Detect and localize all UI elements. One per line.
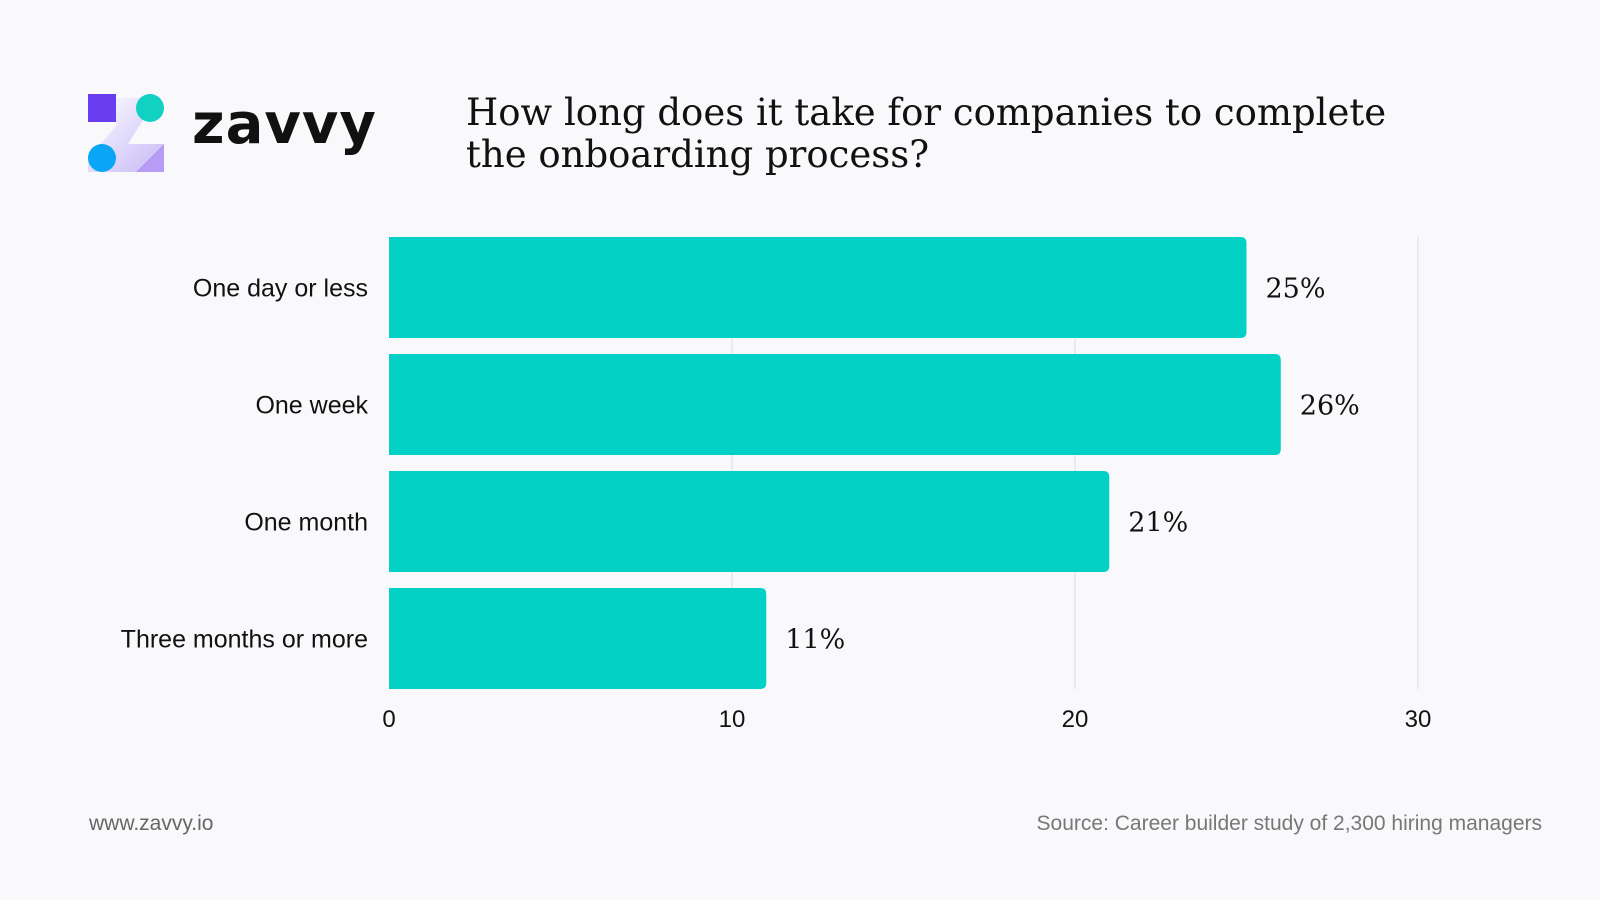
data-label: 11% (785, 625, 845, 656)
bar (389, 354, 1281, 455)
category-label: One day or less (193, 275, 368, 303)
x-tick-label: 30 (1405, 706, 1432, 733)
brand-name: zavvy (192, 92, 377, 157)
data-label: 21% (1128, 508, 1188, 539)
website-url[interactable]: www.zavvy.io (89, 812, 214, 835)
chart-title: How long does it take for companies to c… (466, 91, 1387, 176)
data-label: 25% (1266, 274, 1326, 305)
x-tick-label: 20 (1062, 706, 1089, 733)
category-label: Three months or more (121, 626, 368, 654)
data-label: 26% (1300, 391, 1360, 422)
bar (389, 237, 1247, 338)
x-tick-label: 10 (719, 706, 746, 733)
category-label: One month (244, 509, 368, 537)
bar (389, 588, 767, 689)
x-tick-label: 0 (382, 706, 395, 733)
zavvy-logo-icon (88, 94, 164, 172)
category-label: One week (255, 392, 368, 420)
bar (389, 471, 1110, 572)
source-note: Source: Career builder study of 2,300 hi… (1036, 812, 1542, 835)
